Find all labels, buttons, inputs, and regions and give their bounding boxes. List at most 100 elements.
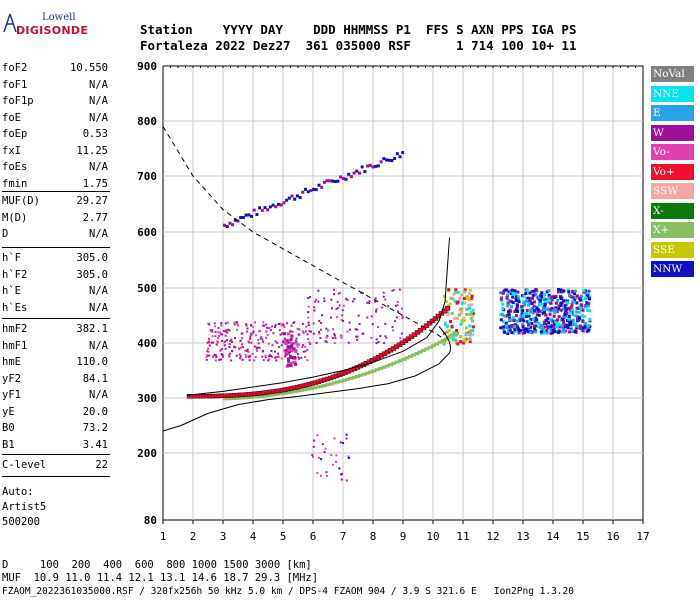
echo-point <box>547 326 550 330</box>
echo-point <box>309 189 313 193</box>
param-value: 73.2 <box>82 422 108 434</box>
echo-point <box>518 319 522 323</box>
echo-point <box>397 359 403 363</box>
echo-point <box>231 223 235 227</box>
echo-point <box>298 357 301 360</box>
echo-point <box>379 335 382 338</box>
echo-point <box>516 319 520 323</box>
echo-point <box>228 346 231 348</box>
echo-point <box>469 312 473 316</box>
echo-point <box>584 296 588 300</box>
echo-point <box>208 344 211 347</box>
echo-point <box>366 316 369 319</box>
echo-point <box>379 160 383 164</box>
echo-point <box>523 303 526 307</box>
echo-point <box>261 338 264 341</box>
echo-point <box>551 331 555 335</box>
echo-point <box>544 313 548 317</box>
legend-item-noval: NoVal <box>651 66 694 82</box>
echo-point <box>301 346 304 348</box>
param-value: 22 <box>95 459 108 471</box>
echo-point <box>358 322 361 325</box>
echo-point <box>285 348 289 352</box>
echo-point <box>559 295 562 299</box>
echo-point <box>241 358 244 361</box>
echo-point <box>240 332 243 335</box>
echo-point <box>583 324 587 328</box>
echo-point <box>584 289 587 293</box>
echo-point <box>523 301 527 305</box>
echo-point <box>245 349 248 352</box>
echo-point <box>396 304 399 307</box>
echo-point <box>242 396 248 400</box>
echo-point <box>432 316 439 321</box>
echo-point <box>330 307 333 310</box>
separator <box>2 191 110 192</box>
echo-point <box>323 451 326 454</box>
echo-point <box>556 299 560 302</box>
echo-point <box>256 346 259 349</box>
echo-point <box>279 322 282 325</box>
echo-point <box>312 386 318 390</box>
param-value: N/A <box>89 111 108 124</box>
echo-point <box>262 340 265 343</box>
echo-point <box>226 331 229 334</box>
echo-point <box>265 329 268 332</box>
echo-point <box>290 194 294 198</box>
param-value: 305.0 <box>76 268 108 281</box>
echo-point <box>205 358 208 361</box>
echo-point <box>366 164 370 168</box>
echo-point <box>342 442 345 444</box>
echo-point <box>238 353 241 356</box>
echo-point <box>562 299 566 303</box>
param-value: N/A <box>89 389 108 401</box>
echo-point <box>522 328 526 332</box>
echo-point <box>218 358 221 361</box>
echo-point <box>549 331 553 335</box>
echo-point <box>427 345 433 349</box>
echo-point <box>270 329 272 332</box>
echo-point <box>323 297 326 300</box>
echo-point <box>542 320 546 324</box>
echo-point <box>587 328 591 332</box>
echo-point <box>525 312 529 316</box>
legend-item-w: W <box>651 124 694 141</box>
separator <box>2 476 110 477</box>
echo-point <box>283 337 286 340</box>
echo-point <box>556 330 560 334</box>
echo-point <box>241 216 245 219</box>
echo-point <box>566 301 570 305</box>
echo-point <box>312 332 315 335</box>
echo-point <box>467 298 471 302</box>
echo-point <box>240 346 242 349</box>
echo-point <box>319 337 322 339</box>
echo-point <box>304 356 306 359</box>
echo-point <box>214 335 217 338</box>
echo-point <box>328 382 334 386</box>
echo-point <box>524 292 528 295</box>
echo-point <box>289 330 292 333</box>
echo-point <box>508 316 512 320</box>
param-name: foEp <box>2 128 28 140</box>
echo-point <box>284 350 288 354</box>
echo-point <box>391 326 394 329</box>
echo-point <box>426 321 433 326</box>
echo-point <box>578 296 582 300</box>
echo-point <box>228 329 231 332</box>
x-tick-label: 17 <box>636 530 649 543</box>
echo-point <box>453 299 457 303</box>
echo-point <box>411 332 418 337</box>
echo-point <box>401 357 407 361</box>
echo-point <box>351 375 357 379</box>
echo-point <box>306 348 309 351</box>
echo-point <box>499 297 503 301</box>
echo-point <box>222 329 225 332</box>
param-name: hmE <box>2 356 21 368</box>
echo-point <box>558 325 562 329</box>
echo-point <box>529 325 533 329</box>
echo-point <box>374 164 378 168</box>
echo-point <box>543 303 547 307</box>
echo-point <box>530 322 534 325</box>
echo-point <box>388 363 393 367</box>
echo-point <box>449 320 452 323</box>
